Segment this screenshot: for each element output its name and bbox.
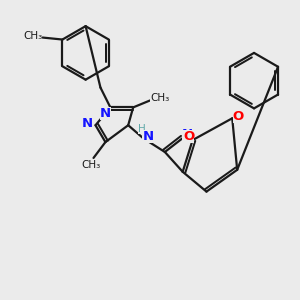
Text: CH₃: CH₃ [150, 94, 170, 103]
Text: N: N [182, 128, 193, 141]
Text: N: N [100, 107, 111, 120]
Text: N: N [142, 130, 154, 142]
Text: CH₃: CH₃ [23, 31, 42, 40]
Text: N: N [82, 117, 93, 130]
Text: O: O [232, 110, 244, 123]
Text: O: O [183, 130, 194, 142]
Text: H: H [138, 124, 146, 134]
Text: CH₃: CH₃ [81, 160, 100, 170]
